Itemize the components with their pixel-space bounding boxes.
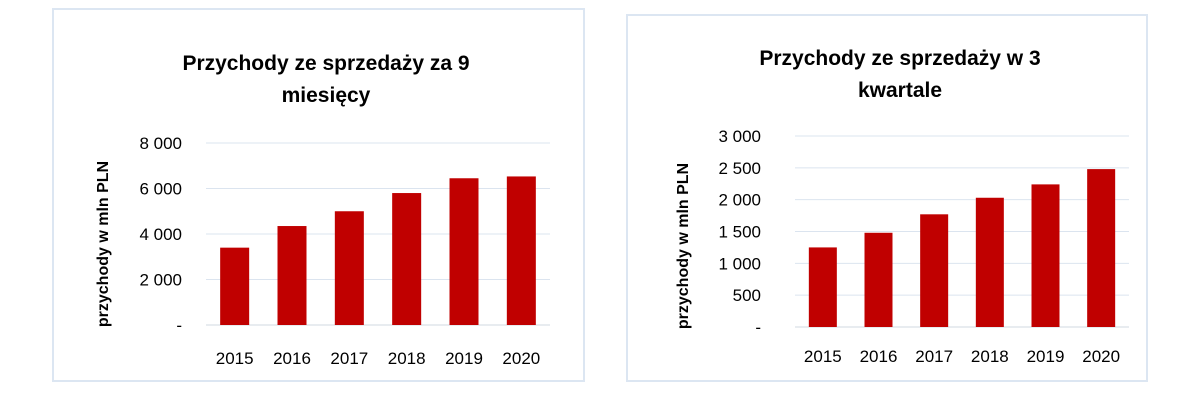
x-tick-label: 2018: [388, 349, 426, 368]
bar-2018: [392, 193, 422, 325]
x-tick-label: 2019: [1027, 347, 1065, 366]
x-tick-label: 2015: [804, 347, 842, 366]
bar-2020: [1087, 169, 1116, 327]
bar-2017: [334, 211, 364, 325]
bar-2019: [1031, 184, 1060, 327]
y-tick-label: 8 000: [139, 134, 182, 153]
y-tick-label: 6 000: [139, 180, 182, 199]
y-tick-label: 2 000: [718, 191, 761, 210]
y-tick-label: 1 500: [718, 223, 761, 242]
x-tick-label: 2017: [330, 349, 368, 368]
y-tick-label: -: [755, 318, 761, 337]
bar-2015: [220, 247, 250, 325]
x-tick-label: 2016: [860, 347, 898, 366]
y-tick-label: 1 000: [718, 254, 761, 273]
x-tick-label: 2020: [502, 349, 540, 368]
y-tick-label: 2 500: [718, 159, 761, 178]
chart-title-line-1: Przychody ze sprzedaży za 9: [182, 52, 469, 75]
bar-2015: [808, 247, 837, 327]
chart-title-line-1: Przychody ze sprzedaży w 3: [759, 47, 1040, 70]
y-tick-label: 4 000: [139, 225, 182, 244]
y-axis-label: przychody w mln PLN: [675, 163, 692, 329]
y-tick-label: 2 000: [139, 271, 182, 290]
chart-9-months: Przychody ze sprzedaży za 9 miesięcy prz…: [95, 52, 550, 368]
x-tick-label: 2019: [445, 349, 483, 368]
bar-2020: [506, 176, 536, 325]
x-tick-label: 2020: [1082, 347, 1120, 366]
bar-2017: [920, 214, 949, 327]
chart-panel-q3: Przychody ze sprzedaży w 3 kwartale przy…: [626, 14, 1148, 382]
x-tick-label: 2017: [915, 347, 953, 366]
y-tick-label: -: [176, 316, 182, 335]
chart-panel-9-months: Przychody ze sprzedaży za 9 miesięcy prz…: [52, 8, 585, 382]
x-tick-label: 2018: [971, 347, 1009, 366]
x-tick-label: 2016: [273, 349, 311, 368]
chart-title-line-2: kwartale: [858, 79, 942, 102]
x-tick-label: 2015: [216, 349, 254, 368]
y-axis-label: przychody w mln PLN: [95, 161, 112, 327]
chart-q3: Przychody ze sprzedaży w 3 kwartale przy…: [675, 47, 1129, 366]
y-tick-label: 500: [733, 286, 761, 305]
bar-2016: [277, 226, 307, 325]
bar-2016: [864, 232, 893, 327]
y-tick-label: 3 000: [718, 127, 761, 146]
bar-2018: [975, 197, 1004, 327]
chart-title-line-2: miesięcy: [282, 84, 371, 107]
bar-2019: [449, 178, 479, 325]
